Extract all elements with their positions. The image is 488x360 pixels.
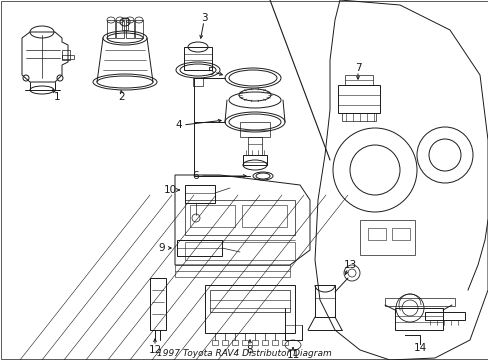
Bar [282, 340, 287, 345]
Bar [231, 340, 238, 345]
Bar [251, 340, 258, 345]
Bar [424, 312, 464, 320]
Bar [183, 47, 212, 70]
Bar [240, 122, 269, 137]
Bar [177, 240, 222, 256]
Text: 7: 7 [354, 63, 361, 73]
Text: 6: 6 [192, 171, 199, 181]
Bar [359, 220, 414, 255]
Bar [391, 228, 409, 240]
Text: 12: 12 [148, 345, 162, 355]
Bar [135, 20, 142, 38]
Bar [247, 137, 262, 155]
Text: 9: 9 [159, 243, 165, 253]
Bar [271, 340, 278, 345]
Text: 1997 Toyota RAV4 Distributor Diagram: 1997 Toyota RAV4 Distributor Diagram [156, 349, 331, 358]
Bar [262, 340, 267, 345]
Bar [175, 265, 289, 277]
Bar [345, 75, 372, 85]
Text: 14: 14 [412, 343, 426, 353]
Text: 2: 2 [119, 92, 125, 102]
Bar [184, 242, 294, 260]
Text: 1: 1 [54, 92, 60, 102]
Bar [243, 155, 266, 165]
Text: 3: 3 [200, 13, 207, 23]
Bar [126, 20, 134, 38]
Bar [62, 50, 70, 60]
Text: 8: 8 [246, 345, 253, 355]
Bar [184, 200, 294, 235]
Bar [367, 228, 385, 240]
Bar [122, 18, 128, 30]
Text: 4: 4 [175, 120, 182, 130]
Bar [150, 278, 165, 330]
Bar [62, 55, 74, 59]
Bar [242, 205, 286, 227]
Bar [193, 78, 203, 86]
Bar [204, 285, 294, 333]
Bar [184, 185, 215, 203]
Text: 13: 13 [343, 260, 356, 270]
Bar [337, 85, 379, 113]
Text: 5: 5 [206, 67, 213, 77]
Bar [116, 20, 124, 38]
Bar [394, 308, 442, 330]
Bar [107, 20, 115, 38]
Bar [190, 205, 235, 227]
Bar [222, 340, 227, 345]
Bar [209, 290, 289, 312]
Bar [212, 340, 218, 345]
Bar [341, 113, 375, 121]
Bar [384, 298, 454, 306]
Bar [242, 340, 247, 345]
Bar [314, 285, 334, 317]
Text: 10: 10 [163, 185, 176, 195]
Text: 11: 11 [286, 350, 299, 360]
